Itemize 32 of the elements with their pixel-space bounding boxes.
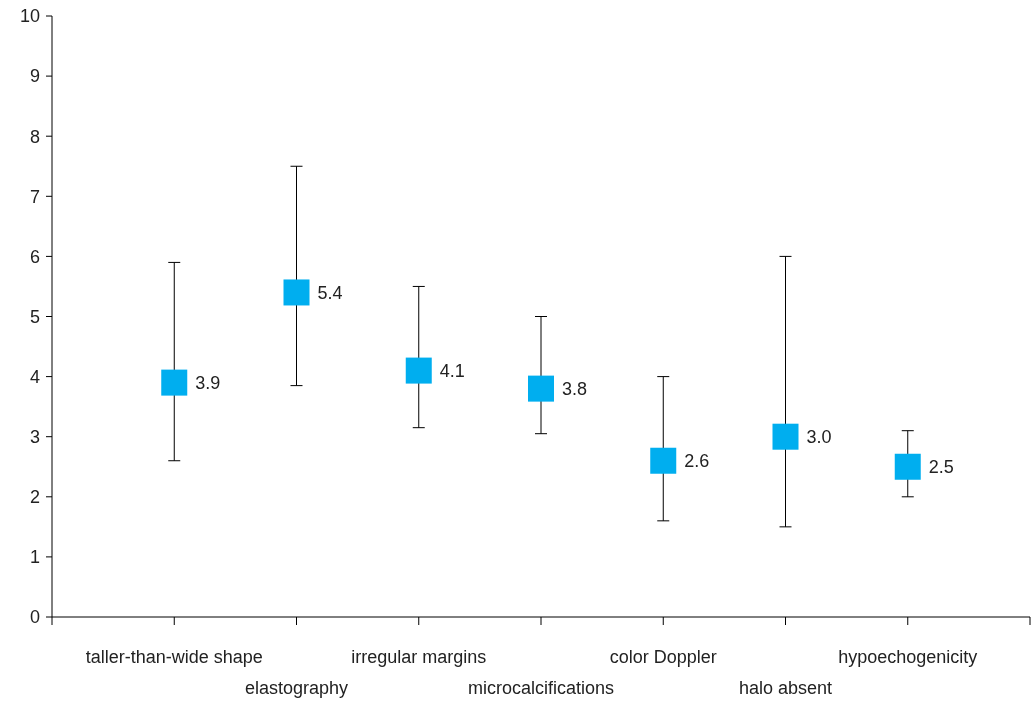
x-tick-label: irregular margins [351,647,487,667]
y-tick-label: 9 [29,66,40,87]
y-tick-label: 10 [19,6,40,27]
x-tick-label: taller-than-wide shape [85,647,263,667]
y-tick-label: 3 [29,427,40,447]
data-label: 3.9 [195,372,221,393]
y-tick-label: 4 [29,366,40,387]
y-tick-label: 0 [29,607,40,628]
y-tick-label: 5 [29,306,40,327]
point [405,357,432,384]
y-tick-label: 2 [29,487,40,508]
data-label: 3.8 [562,378,588,399]
point [650,447,677,474]
y-tick-label: 6 [29,246,40,267]
y-tick-label: 1 [29,547,40,568]
data-label: 3.0 [806,427,832,447]
data-label: 2.6 [684,451,710,472]
x-tick-label: color Doppler [609,647,717,667]
data-label: 2.5 [928,457,954,478]
x-tick-label: elastography [244,678,349,698]
point [894,453,921,480]
point [161,369,188,396]
data-label: 5.4 [317,282,343,303]
data-label: 4.1 [439,360,465,381]
y-tick-label: 7 [29,186,40,207]
point [528,375,554,402]
point [283,279,310,306]
y-tick-label: 8 [29,126,40,147]
x-tick-label: microcalcifications [467,678,615,698]
x-tick-label: hypoechogenicity [838,647,978,667]
point [772,423,799,450]
x-tick-label: halo absent [738,678,833,698]
